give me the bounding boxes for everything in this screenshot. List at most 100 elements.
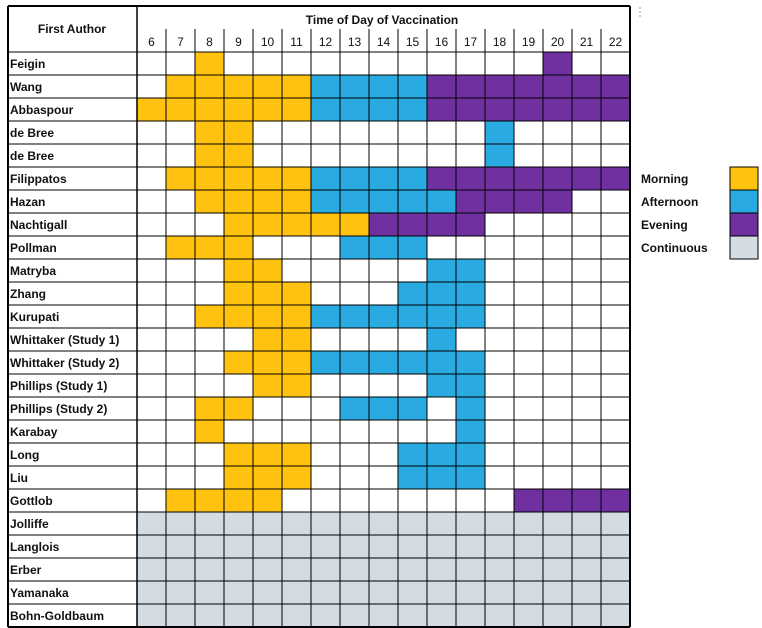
heatmap-cell <box>282 305 311 328</box>
author-label: Pollman <box>10 241 57 255</box>
heatmap-cell <box>543 512 572 535</box>
author-label: Liu <box>10 471 28 485</box>
heatmap-cell <box>253 305 282 328</box>
heatmap-cell <box>224 466 253 489</box>
heatmap-cell <box>514 558 543 581</box>
heatmap-cell <box>485 512 514 535</box>
heatmap-cell <box>253 167 282 190</box>
heatmap-cell <box>601 98 630 121</box>
heatmap-cell <box>253 512 282 535</box>
heatmap-cell <box>253 351 282 374</box>
heatmap-cell <box>340 305 369 328</box>
heatmap-cell <box>485 535 514 558</box>
author-label: Jolliffe <box>10 517 49 531</box>
heatmap-cell <box>427 282 456 305</box>
heatmap-cell <box>456 98 485 121</box>
heatmap-cell <box>543 604 572 627</box>
heatmap-cell <box>195 144 224 167</box>
heatmap-cell <box>427 98 456 121</box>
heatmap-cell <box>456 443 485 466</box>
heatmap-cell <box>601 581 630 604</box>
heatmap-cell <box>601 604 630 627</box>
heatmap-cell <box>572 75 601 98</box>
heatmap-cell <box>572 581 601 604</box>
heatmap-cell <box>427 213 456 236</box>
heatmap-cell <box>282 190 311 213</box>
heatmap-cell <box>427 443 456 466</box>
heatmap-cell <box>427 581 456 604</box>
heatmap-cell <box>398 98 427 121</box>
heatmap-cell <box>340 213 369 236</box>
hour-tick-label: 14 <box>377 35 391 49</box>
heatmap-cell <box>514 489 543 512</box>
hour-tick-label: 13 <box>348 35 362 49</box>
heatmap-cell <box>224 305 253 328</box>
author-label: Gottlob <box>10 494 53 508</box>
heatmap-cell <box>253 213 282 236</box>
legend-label: Continuous <box>641 241 708 255</box>
heatmap-cell <box>311 351 340 374</box>
legend-label: Morning <box>641 172 688 186</box>
legend-swatch <box>729 166 759 191</box>
heatmap-cell <box>514 581 543 604</box>
heatmap-cell <box>456 397 485 420</box>
heatmap-cell <box>340 397 369 420</box>
heatmap-cell <box>456 167 485 190</box>
heatmap-cell <box>369 236 398 259</box>
heatmap-cell <box>398 236 427 259</box>
heatmap-cell <box>485 558 514 581</box>
heatmap-cell <box>282 75 311 98</box>
author-label: Hazan <box>10 195 45 209</box>
heatmap-cell <box>543 190 572 213</box>
heatmap-cell <box>369 535 398 558</box>
hour-tick-label: 10 <box>261 35 275 49</box>
heatmap-cell <box>601 489 630 512</box>
heatmap-cell <box>253 443 282 466</box>
heatmap-cell <box>253 581 282 604</box>
heatmap-cell <box>398 167 427 190</box>
heatmap-cell <box>572 535 601 558</box>
hour-tick-label: 19 <box>522 35 536 49</box>
heatmap-cell <box>456 512 485 535</box>
heatmap-cell <box>485 190 514 213</box>
author-label: Whittaker (Study 2) <box>10 356 119 370</box>
heatmap-cell <box>224 98 253 121</box>
heatmap-cell <box>398 443 427 466</box>
heatmap-cell <box>137 604 166 627</box>
heatmap-cell <box>311 305 340 328</box>
heatmap-cell <box>224 581 253 604</box>
heatmap-cell <box>398 351 427 374</box>
heatmap-cell <box>166 604 195 627</box>
heatmap-cell <box>137 581 166 604</box>
hour-tick-label: 22 <box>609 35 623 49</box>
author-label: Karabay <box>10 425 58 439</box>
heatmap-cell <box>224 75 253 98</box>
heatmap-cell <box>137 512 166 535</box>
heatmap-cell <box>514 604 543 627</box>
legend-swatch <box>729 235 759 260</box>
legend-label: Evening <box>641 218 688 232</box>
heatmap-cell <box>224 167 253 190</box>
heatmap-cell <box>514 167 543 190</box>
heatmap-cell <box>427 604 456 627</box>
heatmap-cell <box>427 305 456 328</box>
heatmap-cell <box>456 374 485 397</box>
heatmap-cell <box>456 282 485 305</box>
heatmap-cell <box>543 489 572 512</box>
heatmap-cell <box>572 167 601 190</box>
author-label: Wang <box>10 80 42 94</box>
chart-title: Time of Day of Vaccination <box>306 13 458 27</box>
heatmap-cell <box>166 236 195 259</box>
heatmap-cell <box>340 604 369 627</box>
heatmap-cell <box>195 305 224 328</box>
author-label: de Bree <box>10 149 54 163</box>
hour-tick-label: 21 <box>580 35 594 49</box>
heatmap-cell <box>485 581 514 604</box>
legend-swatch <box>729 212 759 237</box>
heatmap-cell <box>485 121 514 144</box>
author-labels: Feigin Wang Abbaspour de Bree de Bree Filippa… <box>10 57 119 623</box>
heatmap-cell <box>195 581 224 604</box>
author-label: Long <box>10 448 39 462</box>
heatmap-cell <box>282 213 311 236</box>
heatmap-cell <box>543 535 572 558</box>
